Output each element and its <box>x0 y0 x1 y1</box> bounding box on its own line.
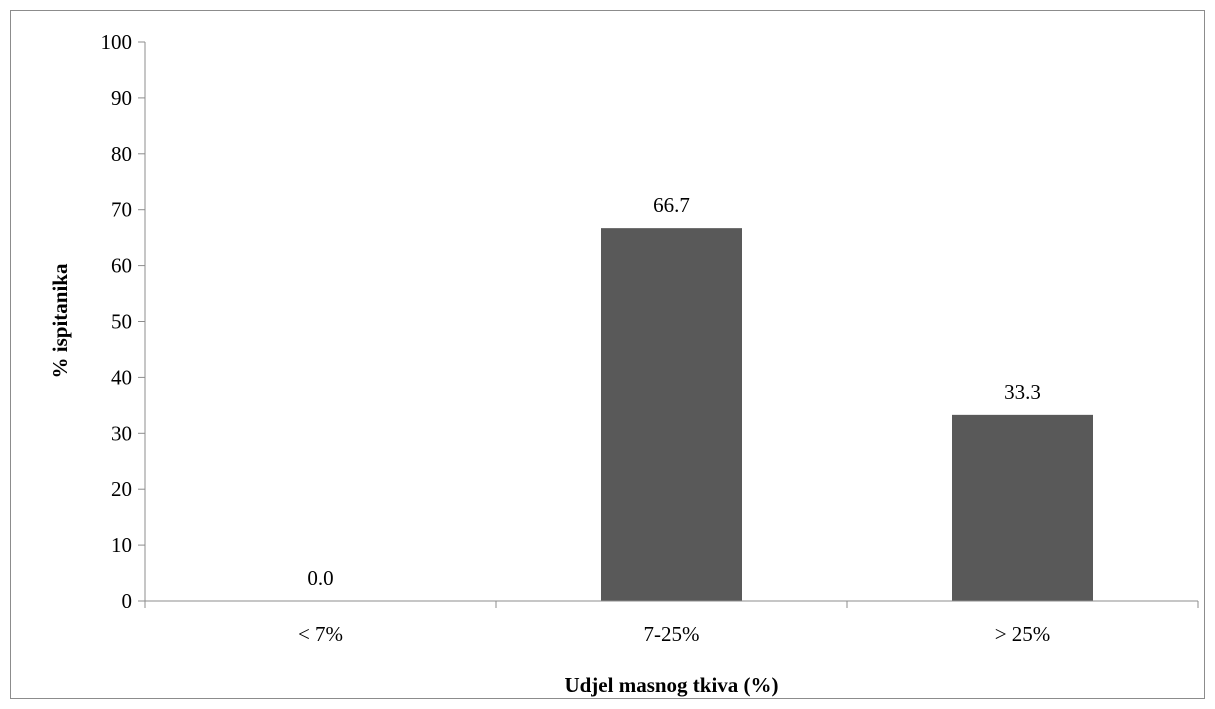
x-tick-label: < 7% <box>298 622 343 646</box>
y-tick-label: 30 <box>111 421 132 445</box>
y-tick-label: 10 <box>111 533 132 557</box>
y-tick-label: 100 <box>101 30 133 54</box>
data-label: 0.0 <box>307 566 333 590</box>
y-tick-label: 80 <box>111 142 132 166</box>
y-tick-label: 70 <box>111 198 132 222</box>
data-label: 33.3 <box>1004 380 1041 404</box>
y-axis-title: % ispitanika <box>48 263 72 378</box>
bar <box>601 228 742 601</box>
y-tick-label: 90 <box>111 86 132 110</box>
data-labels: 0.0 66.7 33.3 <box>307 193 1041 590</box>
bars <box>601 228 1093 601</box>
y-tick-label: 20 <box>111 477 132 501</box>
x-axis-ticks: < 7% 7-25% > 25% <box>144 601 1199 646</box>
data-label: 66.7 <box>653 193 690 217</box>
y-tick-label: 50 <box>111 310 132 334</box>
x-tick-label: 7-25% <box>644 622 700 646</box>
x-axis-title: Udjel masnog tkiva (%) <box>564 673 778 697</box>
bar <box>952 414 1093 601</box>
y-tick-label: 60 <box>111 254 132 278</box>
y-tick-label: 0 <box>122 589 133 613</box>
x-tick-label: > 25% <box>995 622 1051 646</box>
y-axis-ticks: 0 10 20 30 40 50 60 70 80 90 100 <box>101 30 145 613</box>
y-tick-label: 40 <box>111 365 132 389</box>
